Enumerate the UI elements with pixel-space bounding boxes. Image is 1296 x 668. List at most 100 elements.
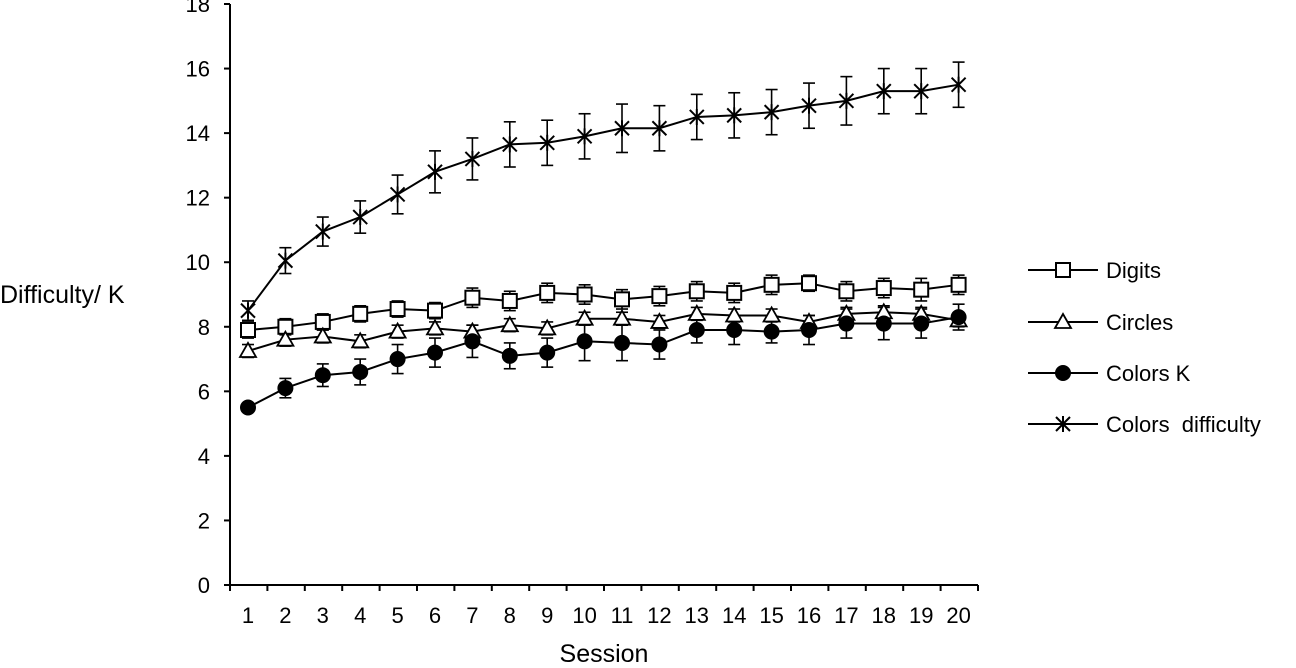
colors-difficulty-line: [247, 83, 959, 312]
colors-k-point: [614, 334, 630, 351]
legend-marker: [1055, 262, 1071, 278]
digits-point: [763, 276, 780, 293]
colors-k-point: [539, 344, 556, 361]
x-tick-label: 10: [572, 603, 596, 628]
colors-difficulty-point: [502, 136, 518, 153]
legend-marker: [1053, 312, 1073, 329]
colors-difficulty-point: [576, 128, 593, 145]
x-tick-label: 7: [466, 603, 478, 628]
colors-difficulty-point: [689, 108, 705, 125]
digits-point: [576, 286, 593, 303]
colors-difficulty-point: [277, 252, 294, 269]
colors-k-point: [801, 322, 817, 339]
legend-label: Digits: [1106, 258, 1161, 283]
circles-point: [500, 315, 520, 333]
x-tick-label: 11: [611, 603, 634, 628]
digits-point: [726, 284, 743, 301]
digits-point: [651, 288, 668, 305]
x-tick-label: 9: [541, 603, 553, 628]
x-axis-title: Session: [560, 640, 649, 668]
digits-point: [838, 283, 855, 300]
y-axis-title: Difficulty/ K: [0, 281, 125, 309]
y-tick-label: 6: [198, 379, 210, 404]
y-tick-label: 2: [198, 508, 210, 533]
x-tick-label: 4: [354, 603, 366, 628]
circles-point: [762, 305, 782, 323]
circles-point: [350, 331, 370, 349]
colors-k-point: [726, 322, 743, 339]
legend-item-circles: Circles: [1028, 310, 1173, 335]
digits-point: [389, 301, 406, 318]
colors-k-point: [501, 347, 518, 364]
circles-point: [649, 312, 669, 329]
y-tick-label: 16: [186, 57, 210, 82]
circles-point: [238, 341, 258, 358]
colors-k-point: [576, 333, 593, 350]
digits-point: [801, 275, 817, 292]
x-tick-label: 14: [722, 603, 746, 628]
x-tick-label: 3: [317, 603, 329, 628]
colors-k-point: [464, 333, 481, 350]
x-tick-label: 6: [429, 603, 441, 628]
colors-difficulty-point: [801, 97, 817, 114]
digits-point: [913, 281, 930, 298]
y-tick-label: 0: [198, 573, 210, 598]
legend-marker: [1055, 365, 1071, 381]
colors-k-line: [247, 316, 959, 409]
circles-point: [425, 318, 445, 336]
digits-point: [950, 276, 967, 293]
x-tick-label: 15: [759, 603, 783, 628]
y-tick-label: 8: [198, 315, 210, 340]
x-tick-label: 19: [909, 603, 933, 628]
colors-k-point: [314, 367, 331, 384]
digits-point: [614, 291, 630, 308]
x-tick-label: 2: [279, 603, 291, 628]
circles-point: [388, 321, 408, 339]
x-tick-label: 18: [872, 603, 896, 628]
y-tick-label: 12: [186, 186, 210, 211]
legend-label: Circles: [1106, 310, 1173, 335]
digits-point: [427, 302, 443, 319]
colors-difficulty-point: [464, 150, 481, 167]
legend: Digits Circles Colors K Colors difficulty: [1028, 258, 1261, 437]
legend-item-colors-k: Colors K: [1028, 361, 1191, 386]
colors-difficulty-point: [913, 83, 929, 100]
circles-point: [313, 326, 333, 344]
digits-point: [240, 322, 256, 339]
colors-difficulty-point: [427, 163, 443, 180]
colors-k-point: [427, 344, 443, 361]
colors-k-point: [875, 315, 892, 332]
colors-difficulty-point: [950, 76, 967, 93]
x-tick-label: 12: [647, 603, 671, 628]
digits-point: [875, 280, 892, 297]
x-tick-label: 5: [391, 603, 403, 628]
x-tick-label: 8: [504, 603, 516, 628]
legend-item-colors-difficulty: Colors difficulty: [1028, 412, 1261, 437]
colors-k-point: [763, 323, 780, 340]
colors-difficulty-point: [726, 107, 742, 124]
colors-difficulty-point: [876, 83, 892, 100]
digits-point: [501, 292, 518, 309]
colors-k-point: [950, 309, 967, 326]
x-tick-label: 16: [797, 603, 821, 628]
x-tick-label: 17: [834, 603, 858, 628]
circles-point: [612, 308, 632, 326]
colors-k-point: [838, 315, 855, 332]
colors-difficulty-point: [315, 223, 331, 240]
digits-point: [688, 283, 705, 300]
colors-difficulty-point: [539, 134, 555, 151]
y-tick-label: 4: [198, 444, 210, 469]
circles-point: [724, 305, 744, 323]
digits-point: [352, 305, 369, 322]
y-tick-label: 14: [186, 121, 210, 146]
y-tick-label: 18: [186, 0, 210, 17]
colors-difficulty-point: [614, 120, 630, 137]
colors-k-point: [389, 351, 406, 368]
colors-k-point: [240, 399, 256, 416]
legend-marker: [1055, 416, 1071, 432]
x-tick-label: 20: [946, 603, 970, 628]
x-tick-label: 1: [242, 603, 254, 628]
legend-label: Colors difficulty: [1106, 412, 1261, 437]
